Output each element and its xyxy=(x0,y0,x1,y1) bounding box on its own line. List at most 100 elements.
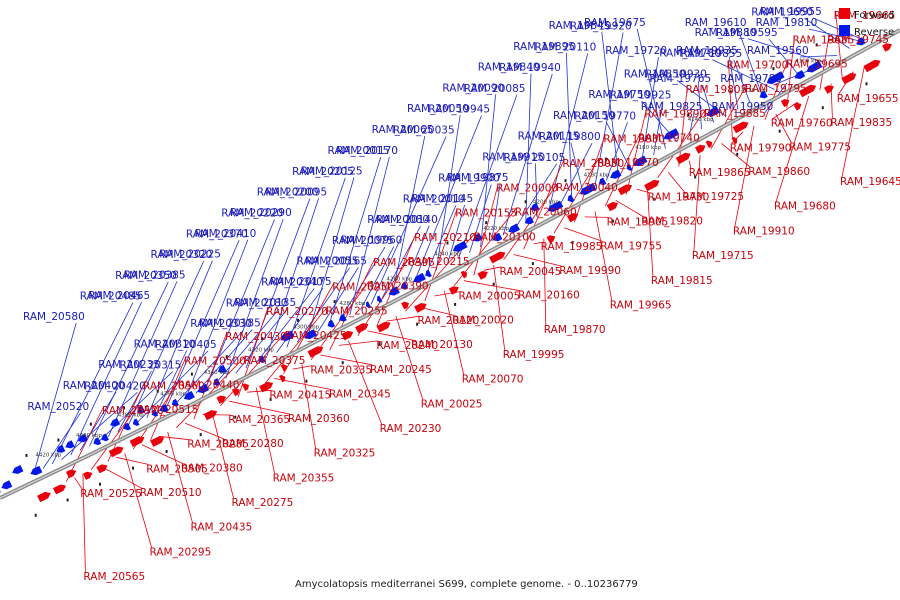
reverse-gene xyxy=(530,203,540,212)
leader-line xyxy=(469,184,492,254)
leader-line xyxy=(636,28,666,149)
forward-gene xyxy=(150,436,165,447)
reverse-gene xyxy=(706,106,720,117)
reverse-gene xyxy=(110,418,121,427)
gap-marker xyxy=(729,90,732,94)
gap-marker xyxy=(604,157,607,161)
forward-gene-label: RAM_20020 xyxy=(452,314,514,326)
leader-line xyxy=(768,38,800,77)
forward-gene-track xyxy=(37,43,892,503)
reverse-gene xyxy=(388,286,400,296)
forward-gene xyxy=(567,213,579,223)
leader-line xyxy=(605,121,631,168)
leader-line xyxy=(108,281,178,437)
gap-marker xyxy=(736,152,739,156)
forward-gene-label: RAM_20070 xyxy=(462,374,524,386)
leader-line xyxy=(74,477,83,490)
reverse-gene-label: RAM_20055 xyxy=(297,256,359,268)
leader-line xyxy=(737,28,763,97)
leader-line xyxy=(328,157,382,327)
reverse-gene xyxy=(567,194,575,203)
reverse-gene xyxy=(217,364,227,373)
leader-line xyxy=(220,330,287,406)
forward-gene xyxy=(231,388,240,397)
axis-tick-label: 4180 kbp xyxy=(584,173,610,179)
gap-marker xyxy=(305,379,308,383)
leader-line xyxy=(307,177,355,337)
leader-line xyxy=(229,400,290,415)
reverse-gene-label: RAM_20180 xyxy=(226,297,288,309)
axis-tick-label: 4220 kbp xyxy=(483,226,509,232)
reverse-gene-label: RAM_20105 xyxy=(504,152,566,164)
leader-line xyxy=(127,260,205,428)
forward-gene xyxy=(780,99,790,108)
reverse-gene-label: RAM_20580 xyxy=(23,311,85,323)
leader-line xyxy=(211,410,234,499)
forward-gene-label: RAM_20230 xyxy=(380,423,442,435)
leader-line xyxy=(205,219,275,389)
reverse-gene-label: RAM_19825 xyxy=(641,101,703,113)
gap-marker xyxy=(652,197,655,201)
forward-gene-label: RAM_20100 xyxy=(474,231,536,243)
forward-gene-label: RAM_19700 xyxy=(727,59,789,71)
forward-gene-label: RAM_19990 xyxy=(559,265,621,277)
axis-tick-label: 4360 kbp xyxy=(160,392,186,398)
axis-tick-label: 4240 kbp xyxy=(434,252,460,258)
reverse-gene-label: RAM_20115 xyxy=(518,131,580,143)
forward-gene-label: RAM_19970 xyxy=(597,157,659,169)
forward-gene xyxy=(82,471,93,480)
leader-line xyxy=(657,108,707,179)
reverse-gene-label: RAM_19610 xyxy=(685,17,747,29)
forward-gene-label: RAM_20245 xyxy=(370,364,432,376)
axis-tick-label: 4120 kbp xyxy=(741,88,767,94)
reverse-gene xyxy=(327,319,336,328)
reverse-gene-label: RAM_20520 xyxy=(27,401,89,413)
forward-gene xyxy=(355,323,369,334)
axis-tick-label: 4140 kbp xyxy=(688,117,714,123)
reverse-gene-label: RAM_20220 xyxy=(221,208,283,220)
reverse-gene-label: RAM_20205 xyxy=(292,166,354,178)
leader-line xyxy=(733,59,751,104)
leader-line xyxy=(804,18,850,49)
reverse-gene-label: RAM_20385 xyxy=(124,269,186,281)
gap-marker xyxy=(416,322,419,326)
reverse-gene-label: RAM_20465 xyxy=(88,290,150,302)
forward-gene-label: RAM_20040 xyxy=(556,182,618,194)
forward-gene-label: RAM_20415 xyxy=(269,389,331,401)
forward-gene-label: RAM_20360 xyxy=(288,413,350,425)
leader-line xyxy=(721,143,751,168)
forward-gene-label: RAM_19745 xyxy=(827,34,889,46)
forward-gene-label: RAM_20440 xyxy=(178,380,240,392)
gap-marker xyxy=(99,482,101,486)
axis-tick-label: 4200 kbp xyxy=(533,200,559,206)
forward-gene-label: RAM_20275 xyxy=(232,497,294,509)
gap-marker xyxy=(611,219,614,223)
forward-gene-label: RAM_20210 xyxy=(414,232,476,244)
leader-line xyxy=(116,456,149,465)
leader-line xyxy=(167,431,193,523)
reverse-gene-label: RAM_19930 xyxy=(645,69,707,81)
forward-gene-label: RAM_20355 xyxy=(273,472,335,484)
reverse-gene-label: RAM_19935 xyxy=(676,45,738,57)
forward-gene xyxy=(732,121,749,134)
forward-gene xyxy=(129,436,145,447)
forward-gene-label: RAM_20130 xyxy=(411,339,473,351)
leader-line xyxy=(553,157,600,234)
gap-marker xyxy=(66,498,69,502)
forward-gene xyxy=(841,73,857,85)
leader-line xyxy=(264,306,329,384)
forward-gene-label: RAM_20025 xyxy=(421,398,483,410)
reverse-gene xyxy=(472,233,483,242)
leader-line xyxy=(566,52,572,199)
leader-line xyxy=(594,32,624,187)
forward-gene xyxy=(489,251,506,264)
leader-line xyxy=(786,35,795,109)
reverse-gene-label: RAM_19955 xyxy=(760,6,822,18)
forward-gene-label: RAM_20005 xyxy=(459,291,521,303)
forward-gene xyxy=(695,144,706,154)
axis-ticks: 4100 kbp 4120 kbp 4140 kbp 4160 kbp 4180 kbp… xyxy=(35,58,821,458)
reverse-gene-label: RAM_20140 xyxy=(376,214,438,226)
forward-gene-label: RAM_19865 xyxy=(689,167,751,179)
reverse-gene-label: RAM_19925 xyxy=(610,90,672,102)
gap-marker xyxy=(132,466,134,470)
